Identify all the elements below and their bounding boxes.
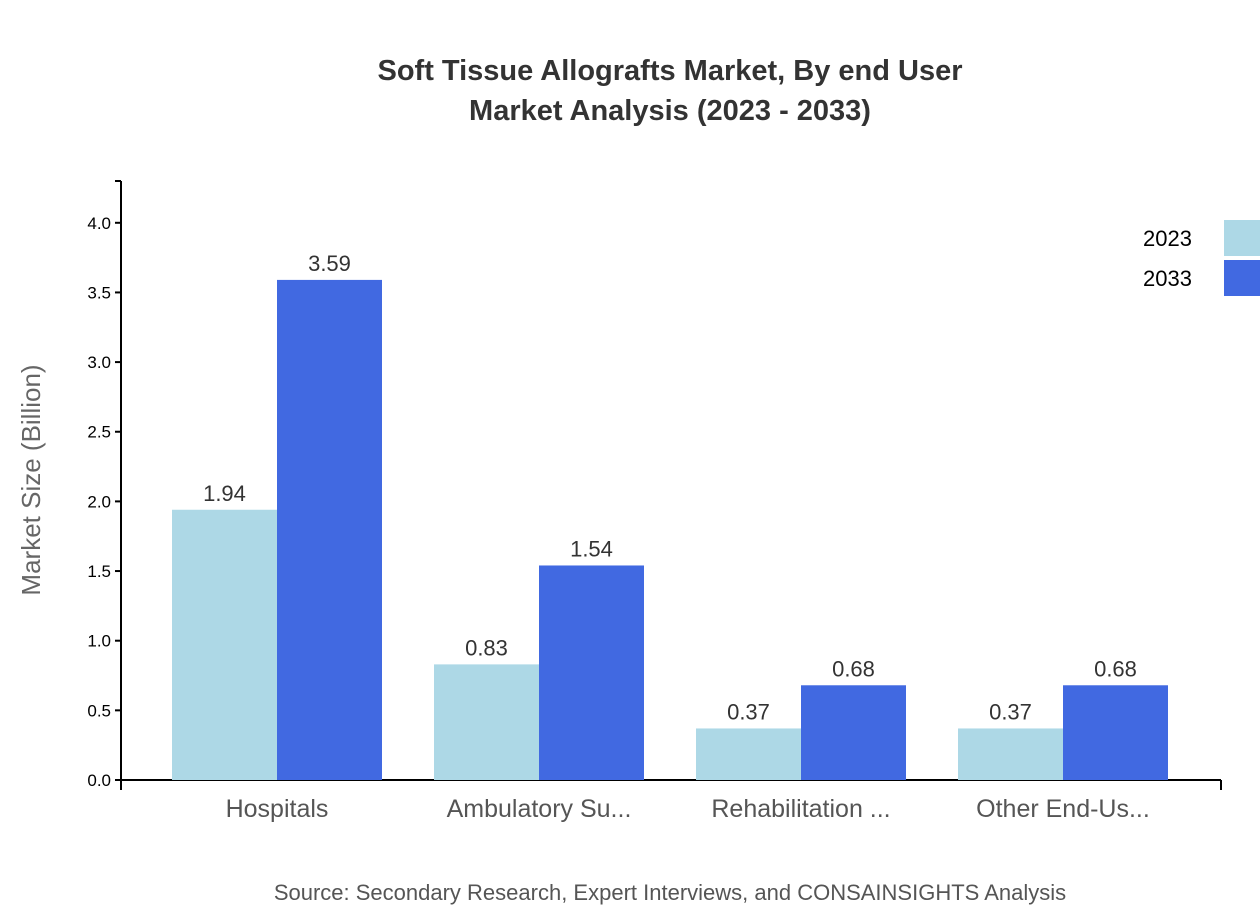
data-label: 0.37 xyxy=(727,699,770,724)
bar-2033-0 xyxy=(277,279,382,780)
x-tick-label: Hospitals xyxy=(226,795,329,823)
x-tick-label: Rehabilitation ... xyxy=(711,795,890,823)
data-label: 1.54 xyxy=(570,536,613,561)
legend: 2023 2033 xyxy=(1143,220,1260,296)
y-axis: 0.0 0.5 1.0 1.5 2.0 2.5 3.0 3.5 4.0 xyxy=(87,180,122,790)
bar-2033-2 xyxy=(801,685,906,780)
legend-label: 2023 xyxy=(1143,226,1192,251)
bars: 1.94 3.59 0.83 1.54 0.37 0.68 0.37 0.68 xyxy=(172,251,1168,780)
bar-2023-2 xyxy=(696,728,801,780)
data-label: 0.37 xyxy=(989,699,1032,724)
x-tick-label: Other End-Us... xyxy=(976,795,1150,823)
y-tick-label: 1.0 xyxy=(87,632,111,651)
data-label: 3.59 xyxy=(308,251,351,276)
x-tick-label: Ambulatory Su... xyxy=(447,795,632,823)
y-tick-label: 2.0 xyxy=(87,492,111,511)
bar-2023-1 xyxy=(434,664,539,780)
chart-title: Soft Tissue Allografts Market, By end Us… xyxy=(378,55,963,87)
y-tick-label: 3.5 xyxy=(87,283,111,302)
legend-swatch xyxy=(1224,260,1260,296)
data-label: 1.94 xyxy=(203,481,246,506)
bar-2023-0 xyxy=(172,509,277,780)
y-tick-label: 4.0 xyxy=(87,214,111,233)
bar-2023-3 xyxy=(958,728,1063,780)
y-tick-label: 1.5 xyxy=(87,562,111,581)
bar-2033-1 xyxy=(539,565,644,780)
legend-label: 2033 xyxy=(1143,266,1192,291)
x-axis: Hospitals Ambulatory Su... Rehabilitation … xyxy=(120,779,1222,823)
data-label: 0.68 xyxy=(1094,656,1137,681)
data-label: 0.68 xyxy=(832,656,875,681)
bar-2033-3 xyxy=(1063,685,1168,780)
legend-swatch xyxy=(1224,220,1260,256)
y-tick-label: 2.5 xyxy=(87,423,111,442)
y-axis-label: Market Size (Billion) xyxy=(16,364,46,595)
source-note: Source: Secondary Research, Expert Inter… xyxy=(274,880,1066,905)
chart-subtitle: Market Analysis (2023 - 2033) xyxy=(469,95,871,127)
data-label: 0.83 xyxy=(465,635,508,660)
y-tick-label: 0.5 xyxy=(87,701,111,720)
y-tick-label: 3.0 xyxy=(87,353,111,372)
y-tick-label: 0.0 xyxy=(87,771,111,790)
